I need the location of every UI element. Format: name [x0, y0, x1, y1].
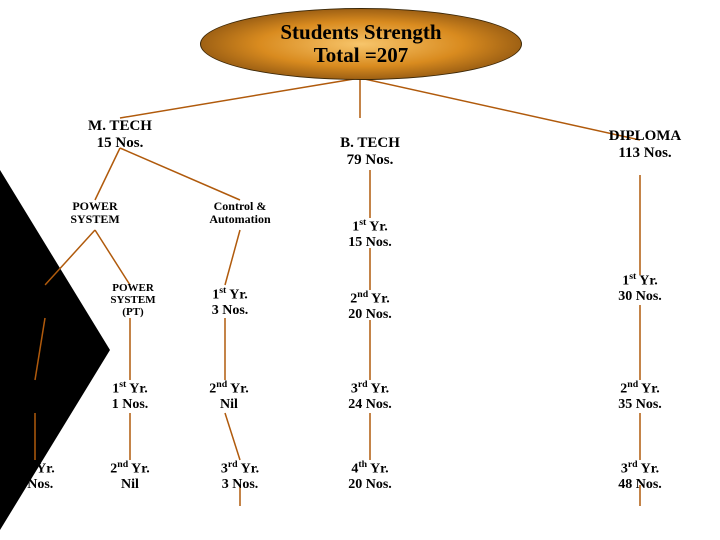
title-line1: Students Strength [201, 21, 521, 44]
node-psr1: 1st Yr.1 Nos. [0, 380, 70, 412]
node-ca3: 3rd Yr.3 Nos. [205, 460, 275, 492]
node-ps: POWERSYSTEM [50, 200, 140, 226]
node-ca2: 2nd Yr.Nil [192, 380, 266, 412]
node-psr: POWERSYSTEM(Regular) [5, 282, 83, 318]
node-diploma: DIPLOMA113 Nos. [595, 128, 695, 161]
node-pspt2: 2nd Yr.Nil [93, 460, 167, 492]
title-line2: Total =207 [201, 44, 521, 67]
title-oval: Students Strength Total =207 [200, 8, 522, 80]
node-dp2: 2nd Yr.35 Nos. [600, 380, 680, 412]
node-ca1: 1st Yr.3 Nos. [195, 286, 265, 318]
node-bt3: 3rd Yr.24 Nos. [330, 380, 410, 412]
node-pspt1: 1st Yr.1 Nos. [95, 380, 165, 412]
node-bt4: 4th Yr.20 Nos. [330, 460, 410, 492]
node-pspt: POWERSYSTEM(PT) [94, 282, 172, 318]
node-psr2: 2nd Yr.7 Nos. [0, 460, 70, 492]
node-btech: B. TECH79 Nos. [320, 135, 420, 168]
node-bt2: 2nd Yr.20 Nos. [330, 290, 410, 322]
node-dp3: 3rd Yr.48 Nos. [600, 460, 680, 492]
node-bt1: 1st Yr.15 Nos. [330, 218, 410, 250]
node-ca: Control &Automation [195, 200, 285, 226]
node-dp1: 1st Yr.30 Nos. [600, 272, 680, 304]
node-mtech: M. TECH15 Nos. [70, 118, 170, 151]
